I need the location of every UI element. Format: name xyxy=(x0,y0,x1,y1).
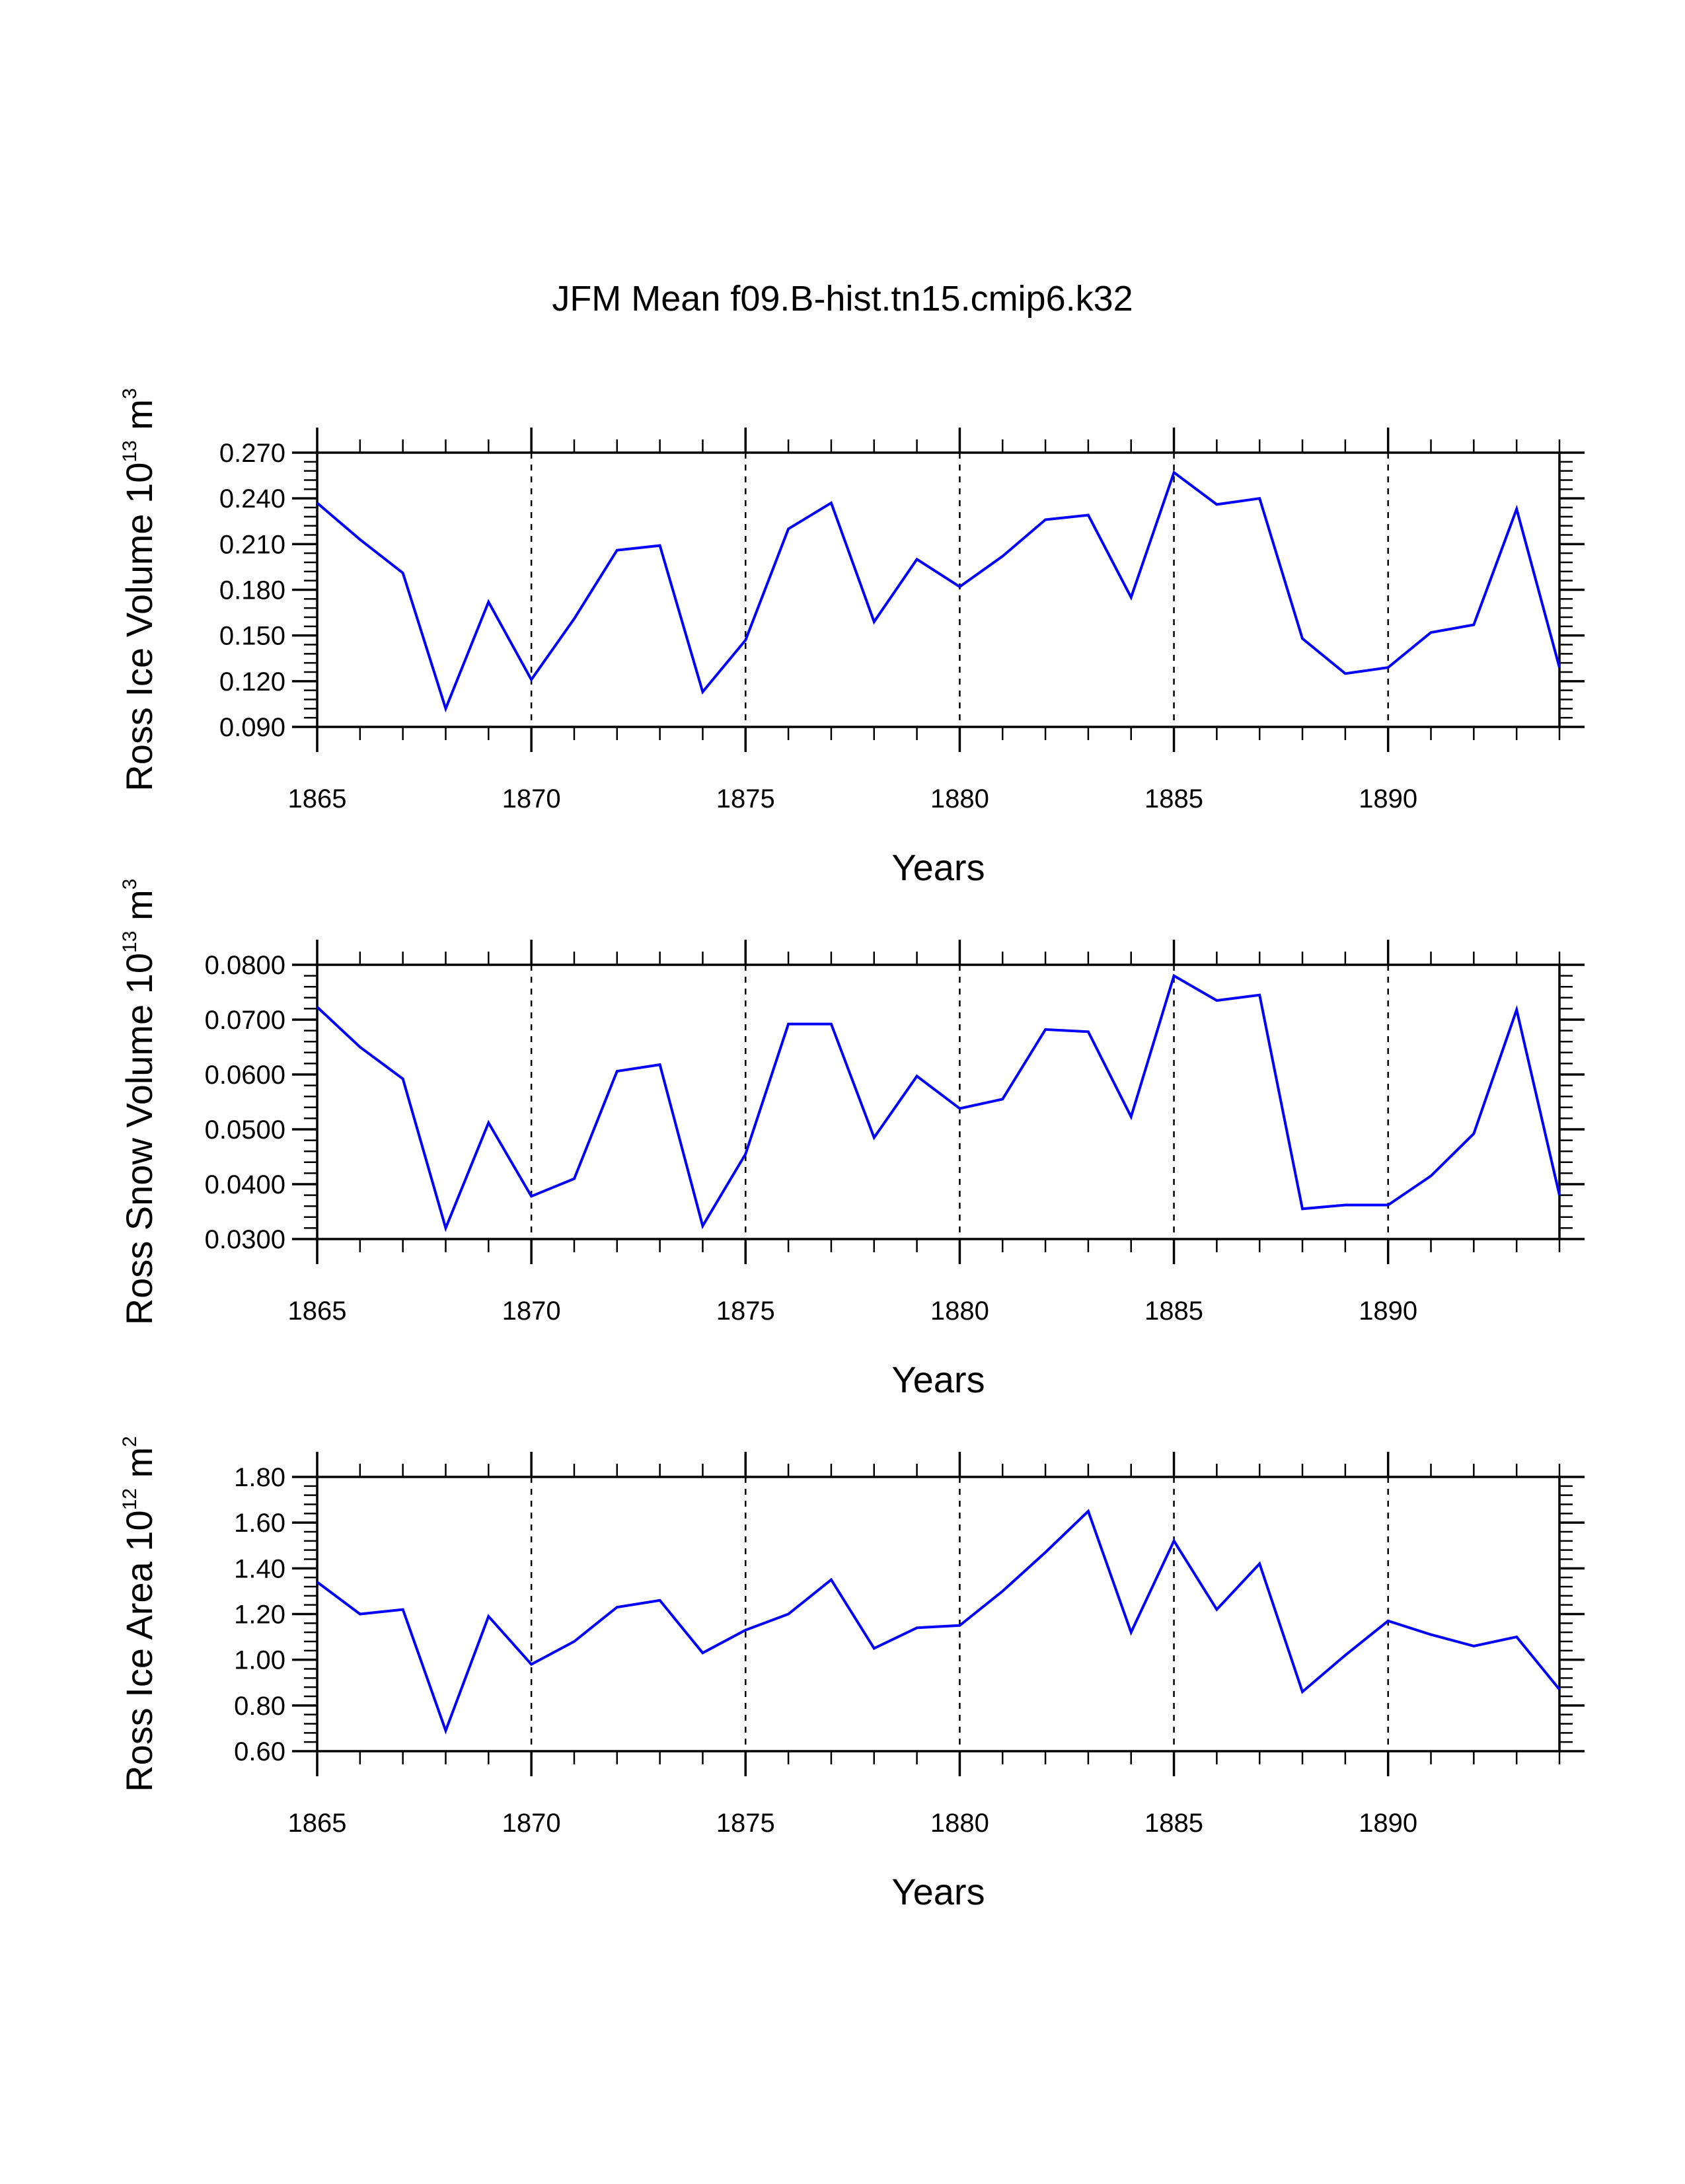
x-axis-title: Years xyxy=(891,847,985,888)
x-tick-label: 1885 xyxy=(1144,1809,1203,1838)
plot-frame xyxy=(316,1476,1561,1752)
y-tick-label: 0.180 xyxy=(219,576,285,605)
x-tick-label: 1880 xyxy=(930,1809,989,1838)
x-tick-label: 1870 xyxy=(502,784,561,813)
y-tick-label: 0.270 xyxy=(219,439,285,468)
y-tick-label: 0.240 xyxy=(219,484,285,513)
y-tick-label: 0.0500 xyxy=(205,1115,285,1145)
x-tick-label: 1870 xyxy=(502,1297,561,1326)
y-axis-title: Ross Ice Volume 1013 m3 xyxy=(118,388,160,791)
x-tick-label: 1880 xyxy=(930,1297,989,1326)
x-tick-label: 1885 xyxy=(1144,1297,1203,1326)
y-tick-label: 0.210 xyxy=(219,530,285,559)
series-line xyxy=(316,973,1561,1232)
y-axis-title: Ross Snow Volume 1013 m3 xyxy=(118,879,160,1326)
series-line xyxy=(316,470,1561,713)
x-tick-label: 1865 xyxy=(288,784,347,813)
x-tick-label: 1880 xyxy=(930,784,989,813)
y-tick-label: 0.80 xyxy=(234,1692,285,1721)
plot-frame xyxy=(316,963,1561,1240)
x-tick-label: 1875 xyxy=(716,784,775,813)
y-tick-label: 1.00 xyxy=(234,1646,285,1675)
x-tick-label: 1890 xyxy=(1359,784,1417,813)
y-tick-label: 0.0700 xyxy=(205,1006,285,1035)
x-tick-label: 1875 xyxy=(716,1297,775,1326)
y-tick-label: 0.0600 xyxy=(205,1061,285,1090)
y-tick-label: 1.40 xyxy=(234,1554,285,1583)
y-tick-label: 0.0300 xyxy=(205,1225,285,1254)
panel-1: 1865 1870 1875 1880 1885 1890 0.090 0.120 0.150 0… xyxy=(118,388,1585,888)
y-tick-label: 0.60 xyxy=(234,1737,285,1766)
series-line xyxy=(316,1509,1561,1735)
panel-3: 1865 1870 1875 1880 1885 1890 0.60 0.80 1.00 1.20… xyxy=(118,1436,1585,1912)
x-tick-label: 1865 xyxy=(288,1297,347,1326)
y-tick-label: 1.60 xyxy=(234,1509,285,1538)
x-tick-label: 1870 xyxy=(502,1809,561,1838)
y-tick-label: 0.090 xyxy=(219,713,285,742)
x-axis-title: Years xyxy=(891,1871,985,1912)
y-tick-label: 0.150 xyxy=(219,622,285,651)
x-tick-label: 1885 xyxy=(1144,784,1203,813)
y-tick-label: 0.120 xyxy=(219,667,285,697)
panel-2: 1865 1870 1875 1880 1885 1890 0.0300 0.0400 0.05… xyxy=(118,879,1585,1400)
x-axis-title: Years xyxy=(891,1359,985,1400)
x-tick-label: 1890 xyxy=(1359,1809,1417,1838)
y-tick-label: 0.0400 xyxy=(205,1170,285,1199)
x-tick-label: 1875 xyxy=(716,1809,775,1838)
y-tick-label: 1.20 xyxy=(234,1600,285,1630)
plot-frame xyxy=(316,451,1561,728)
y-tick-label: 0.0800 xyxy=(205,951,285,980)
x-tick-label: 1865 xyxy=(288,1809,347,1838)
y-axis-title: Ross Ice Area 1012 m2 xyxy=(118,1436,160,1792)
x-tick-label: 1890 xyxy=(1359,1297,1417,1326)
figure-title: JFM Mean f09.B-hist.tn15.cmip6.k32 xyxy=(552,279,1133,319)
y-tick-label: 1.80 xyxy=(234,1463,285,1492)
